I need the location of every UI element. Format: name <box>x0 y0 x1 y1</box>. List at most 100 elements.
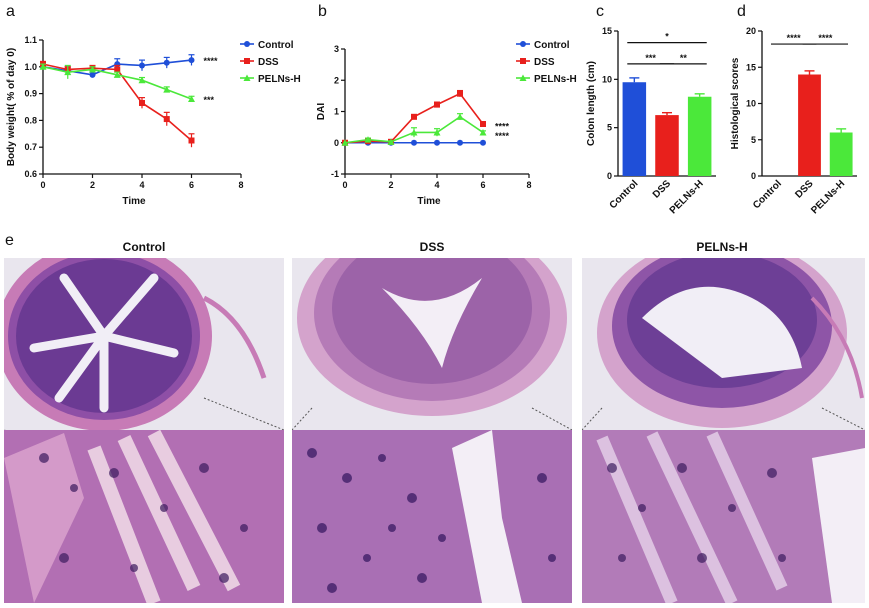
bar-c-0 <box>622 82 647 176</box>
data-point-a-0 <box>188 57 195 64</box>
data-point-a-1 <box>163 116 170 123</box>
data-point-b-2 <box>433 128 441 136</box>
x-axis-label-a: Time <box>122 196 146 207</box>
x-tick-label-b: 4 <box>434 180 439 190</box>
y-tick-label-b: 0 <box>334 138 339 148</box>
x-tick-label-d: PELNs-H <box>809 178 847 216</box>
significance-label-c: * <box>665 32 669 42</box>
legend-label-b: DSS <box>534 57 555 68</box>
bar-d-1 <box>798 74 821 176</box>
significance-label-d: **** <box>818 33 833 43</box>
legend-label-a: Control <box>258 40 294 51</box>
y-tick-label-d: 15 <box>746 62 756 72</box>
y-tick-label-a: 1.1 <box>24 35 37 45</box>
data-point-b-1 <box>480 121 486 127</box>
y-axis-label-c: Colon length (cm) <box>586 61 597 146</box>
data-point-a-2 <box>163 86 171 93</box>
legend-marker-a <box>243 74 251 81</box>
x-tick-label-b: 2 <box>388 180 393 190</box>
x-tick-label-c: DSS <box>651 178 674 201</box>
y-axis-label-d: Histological scores <box>730 57 741 149</box>
data-point-b-0 <box>457 139 463 146</box>
y-axis-label-b: DAI <box>316 103 327 120</box>
data-point-b-1 <box>411 113 417 120</box>
data-point-a-2 <box>39 63 47 70</box>
panel-label-a: a <box>6 3 15 20</box>
significance-label-d: **** <box>787 33 802 43</box>
x-tick-label-b: 0 <box>342 180 347 190</box>
data-point-b-2 <box>456 113 464 120</box>
panel-label-b: b <box>318 3 327 20</box>
x-tick-label-d: DSS <box>793 178 816 201</box>
data-point-b-2 <box>387 138 395 145</box>
bar-d-2 <box>829 132 853 176</box>
data-point-a-2 <box>188 95 195 102</box>
histology-title-control: Control <box>122 240 166 254</box>
x-tick-label-b: 8 <box>526 180 531 190</box>
histology-image-pelns-h <box>582 258 865 603</box>
x-tick-label-d: Control <box>751 178 784 211</box>
y-tick-label-b: 1 <box>334 107 339 117</box>
y-tick-label-c: 0 <box>607 171 612 181</box>
panel-label-d: d <box>737 3 746 20</box>
y-tick-label-a: 0.8 <box>24 115 37 125</box>
bar-c-1 <box>655 115 679 176</box>
legend-label-a: DSS <box>258 57 279 68</box>
legend-marker-b <box>520 41 526 47</box>
histology-image-dss <box>292 258 572 603</box>
x-tick-label-c: PELNs-H <box>668 178 706 216</box>
panel-label-e: e <box>5 232 14 249</box>
legend-label-b: PELNs-H <box>534 74 577 85</box>
data-point-a-0 <box>163 59 170 66</box>
significance-label-b: **** <box>495 131 510 141</box>
data-point-b-2 <box>341 139 349 146</box>
y-tick-label-d: 10 <box>746 99 756 109</box>
y-tick-label-b: 3 <box>334 44 339 54</box>
x-tick-label-a: 0 <box>40 180 45 190</box>
data-point-a-1 <box>139 99 145 106</box>
significance-label-c: ** <box>680 53 688 63</box>
histology-title-dss: DSS <box>419 240 445 254</box>
data-point-a-2 <box>138 76 146 84</box>
data-point-a-2 <box>89 65 96 73</box>
histology-image-control <box>4 258 284 603</box>
y-tick-label-d: 0 <box>751 171 756 181</box>
data-point-a-0 <box>89 71 96 78</box>
x-tick-label-b: 6 <box>480 180 485 190</box>
legend-marker-b <box>520 58 526 64</box>
bar-c-2 <box>687 96 712 176</box>
x-axis-label-b: Time <box>417 196 441 207</box>
legend-marker-b <box>519 74 527 81</box>
legend-marker-a <box>244 58 250 64</box>
y-tick-label-c: 10 <box>602 74 612 84</box>
data-point-b-1 <box>434 101 440 108</box>
legend-marker-a <box>244 41 250 47</box>
x-tick-label-c: Control <box>608 178 641 211</box>
data-point-b-1 <box>457 90 463 97</box>
data-point-b-2 <box>479 128 487 136</box>
x-tick-label-a: 4 <box>139 180 144 190</box>
y-tick-label-a: 0.9 <box>24 89 37 99</box>
significance-label-a: *** <box>204 95 215 105</box>
significance-label-b: **** <box>495 122 510 132</box>
data-point-b-0 <box>411 139 417 146</box>
y-tick-label-b: -1 <box>331 169 339 179</box>
y-tick-label-d: 20 <box>746 26 756 36</box>
panel-label-c: c <box>596 3 604 20</box>
x-tick-label-a: 2 <box>90 180 95 190</box>
charts-figure: a b c d 0 2 4 6 8 0.6 0.7 0.8 0.9 1.0 1.1 Time Body weig… <box>6 3 857 216</box>
data-point-a-2 <box>64 68 72 76</box>
y-tick-label-c: 5 <box>607 123 612 133</box>
data-point-b-0 <box>480 139 486 146</box>
data-point-a-1 <box>114 66 121 73</box>
data-point-a-2 <box>113 71 121 78</box>
y-tick-label-d: 5 <box>751 135 756 145</box>
significance-label-a: **** <box>204 56 219 66</box>
data-point-b-2 <box>410 128 418 136</box>
x-tick-label-a: 6 <box>189 180 194 190</box>
histology-title-pelns-h: PELNs-H <box>696 240 748 254</box>
y-tick-label-c: 15 <box>602 26 612 36</box>
data-point-a-0 <box>139 62 145 69</box>
y-axis-label-a: Body weight( % of day 0) <box>6 48 17 166</box>
legend-label-a: PELNs-H <box>258 74 301 85</box>
